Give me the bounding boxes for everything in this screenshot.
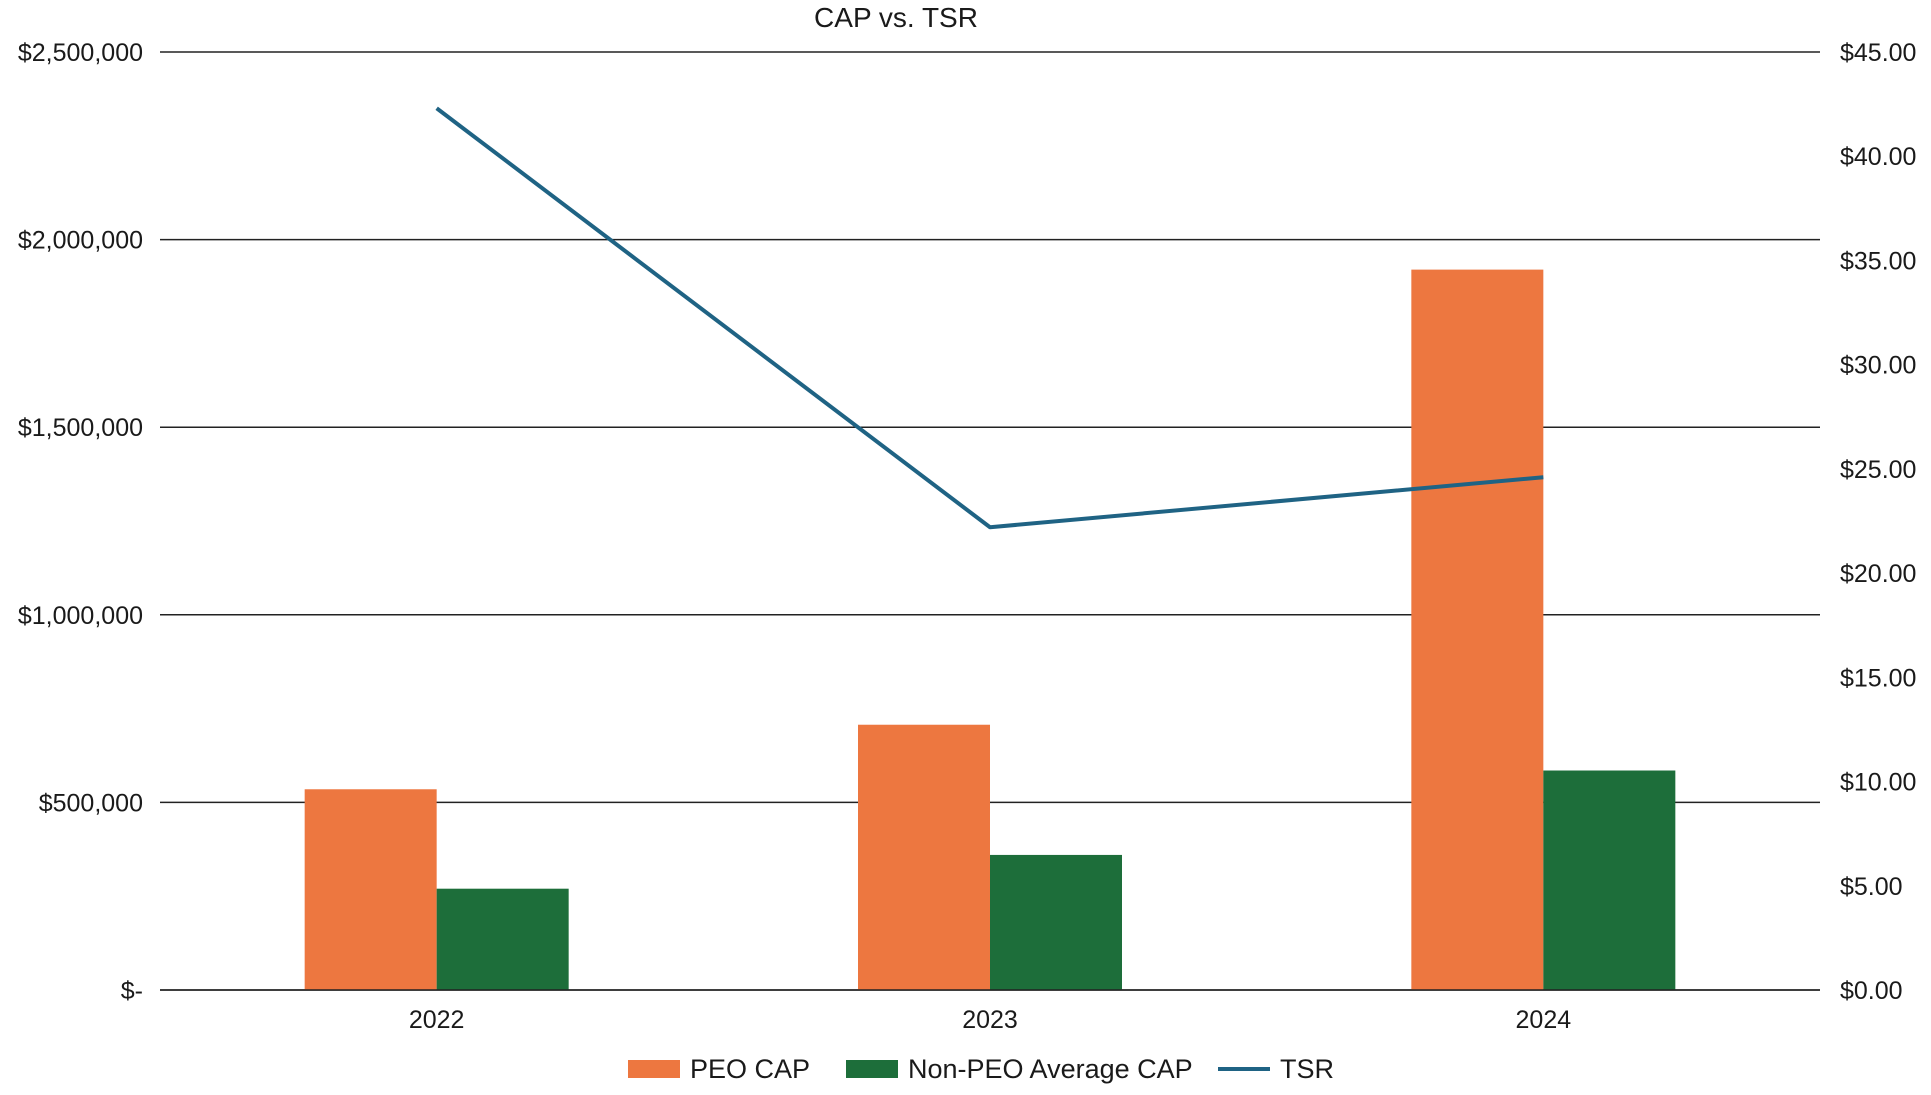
y-right-tick-label: $0.00	[1840, 977, 1903, 1005]
x-tick-label: 2023	[962, 1006, 1018, 1034]
tsr-line	[435, 106, 1544, 530]
legend: PEO CAP Non-PEO Average CAP TSR	[628, 1054, 1334, 1084]
legend-swatch	[846, 1060, 898, 1078]
axes: $- $500,000 $1,000,000 $1,500,000 $2,000,000…	[18, 39, 1917, 1034]
bar-peo-cap-2024	[1411, 269, 1544, 991]
bar-non-peo-average-cap-2024	[1543, 770, 1676, 990]
legend-label: TSR	[1280, 1054, 1334, 1084]
legend-label: Non-PEO Average CAP	[908, 1054, 1193, 1084]
y-right-tick-label: $40.00	[1840, 143, 1916, 171]
x-tick-label: 2022	[409, 1006, 465, 1034]
bar-peo-cap-2023	[858, 724, 990, 990]
y-left-tick-label: $2,000,000	[18, 227, 143, 255]
legend-swatch	[628, 1060, 680, 1078]
y-right-tick-label: $35.00	[1840, 247, 1916, 275]
y-right-tick-label: $30.00	[1840, 352, 1916, 380]
y-left-tick-label: $-	[121, 977, 143, 1005]
y-right-tick-label: $10.00	[1840, 769, 1916, 797]
bar-non-peo-average-cap-2022	[436, 888, 569, 990]
y-right-tick-label: $25.00	[1840, 456, 1916, 484]
bars	[304, 269, 1676, 991]
y-right-tick-label: $5.00	[1840, 873, 1903, 901]
y-right-tick-label: $20.00	[1840, 560, 1916, 588]
y-right-tick-label: $15.00	[1840, 664, 1916, 692]
y-left-tick-label: $1,000,000	[18, 602, 143, 630]
legend-label: PEO CAP	[690, 1054, 810, 1084]
y-left-tick-label: $1,500,000	[18, 414, 143, 442]
tsr-line-group	[435, 106, 1544, 530]
x-tick-label: 2024	[1516, 1006, 1572, 1034]
y-left-tick-label: $500,000	[39, 789, 143, 817]
bar-non-peo-average-cap-2023	[990, 854, 1122, 990]
chart-title: CAP vs. TSR	[814, 2, 978, 33]
bar-peo-cap-2022	[304, 789, 437, 990]
y-left-tick-label: $2,500,000	[18, 39, 143, 67]
y-right-tick-label: $45.00	[1840, 39, 1916, 67]
